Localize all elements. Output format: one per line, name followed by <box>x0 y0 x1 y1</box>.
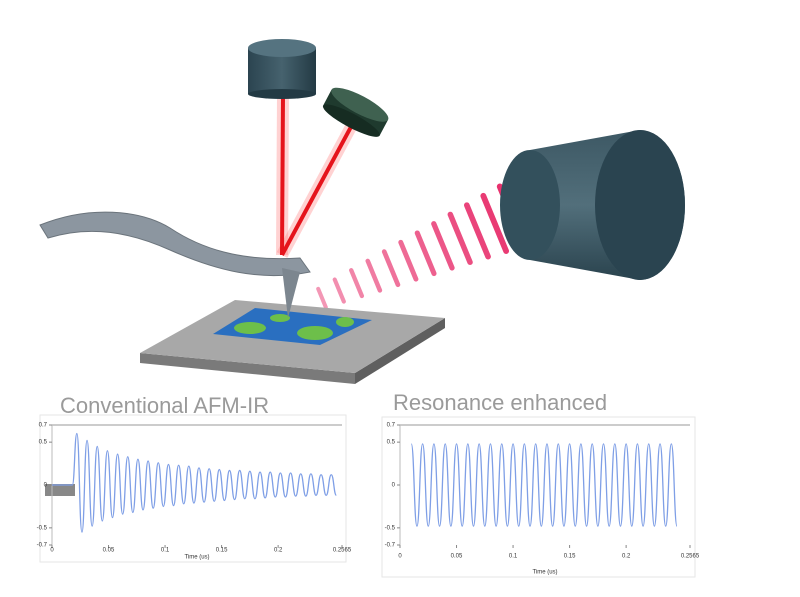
y-tick-label: 0.7 <box>387 423 396 429</box>
x-tick-label: 0.1 <box>509 554 518 560</box>
cantilever <box>39 211 311 318</box>
chart-frame <box>39 414 347 563</box>
y-tick-label: 0 <box>392 483 396 489</box>
x-axis-label: Time (us) <box>184 555 209 561</box>
x-axis-label: Time (us) <box>532 570 557 576</box>
x-tick-label: 0.2 <box>274 548 283 554</box>
signal-line <box>52 432 337 533</box>
y-tick-label: -0.7 <box>37 543 48 549</box>
detector-top <box>248 39 316 99</box>
x-tick-label: 0.2 <box>622 554 631 560</box>
ir-source <box>500 130 685 280</box>
marker-box <box>45 484 75 496</box>
x-tick-label: 0.1 <box>161 548 170 554</box>
laser-beams <box>276 94 358 258</box>
y-tick-label: -0.7 <box>385 543 396 549</box>
x-tick-label: 0 <box>50 548 54 554</box>
detector-tilted <box>322 87 389 137</box>
ir-waves <box>316 183 528 310</box>
x-tick-label: 0.05 <box>103 548 115 554</box>
y-tick-label: 0.7 <box>39 423 48 429</box>
chart-title: Conventional AFM-IR <box>60 393 269 418</box>
y-tick-label: -0.5 <box>385 525 396 531</box>
x-tick-label: 0.2565 <box>681 554 700 560</box>
x-tick-label: 0 <box>398 554 402 560</box>
x-tick-label: 0.05 <box>451 554 463 560</box>
x-tick-label: 0.15 <box>216 548 228 554</box>
y-tick-label: 0 <box>44 483 48 489</box>
x-tick-label: 0.15 <box>564 554 576 560</box>
x-tick-label: 0.2565 <box>333 548 352 554</box>
chart-title: Resonance enhanced <box>393 390 607 415</box>
signal-line <box>410 443 678 527</box>
y-tick-label: -0.5 <box>37 525 48 531</box>
y-tick-label: 0.5 <box>387 440 396 446</box>
sample-stage <box>140 300 445 384</box>
y-tick-label: 0.5 <box>39 440 48 446</box>
